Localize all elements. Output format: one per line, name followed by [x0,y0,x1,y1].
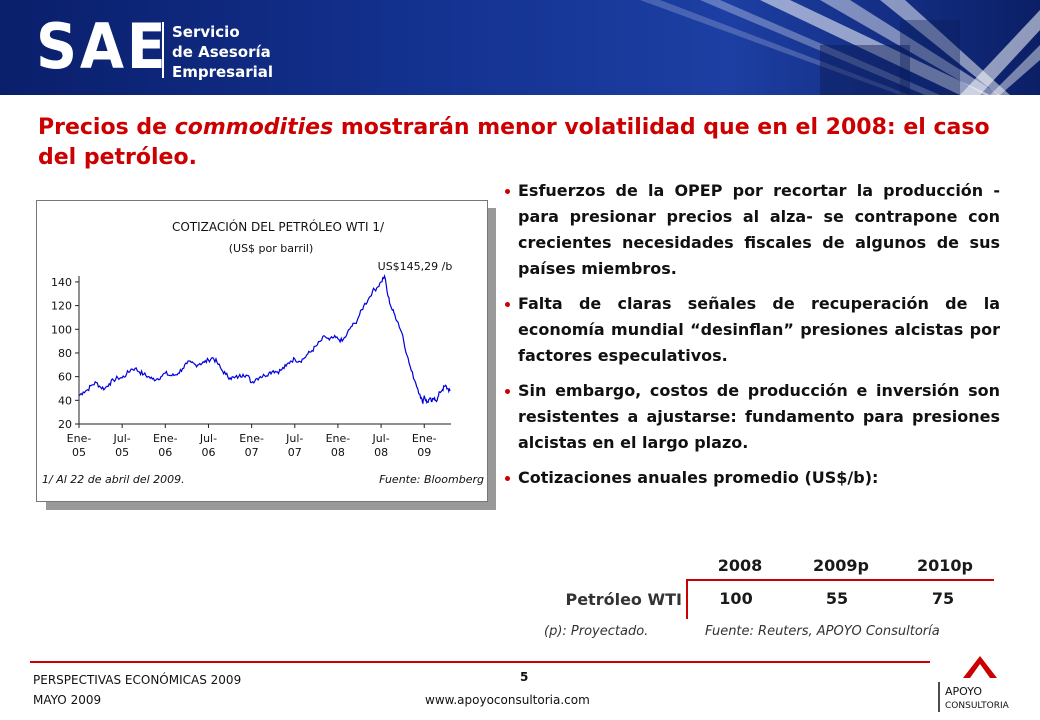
logo-divider [162,22,164,78]
header-banner: SAE Servicio de Asesoría Empresarial [0,0,1040,95]
table-value-2008: 100 [719,589,753,608]
x-tick-label: Ene- [412,432,437,445]
logo-subtitle: Servicio de Asesoría Empresarial [172,22,273,82]
bullet-item: Esfuerzos de la OPEP por recortar la pro… [505,178,1000,282]
footer-report-title: PERSPECTIVAS ECONÓMICAS 2009 [33,673,242,687]
table-left-rule [686,579,688,619]
title-part2: mostrarán menor volatilidad que en el 20… [38,115,990,170]
x-tick-label-year: 07 [288,446,302,459]
chart-peak-label: US$145,29 /b [378,260,453,273]
logo-subtitle-line: Empresarial [172,63,274,81]
x-tick-label-year: 05 [115,446,129,459]
chart-footnote: 1/ Al 22 de abril del 2009. [42,473,185,486]
header-rays-graphic [640,0,1040,95]
table-header-2008: 2008 [717,556,763,575]
apoyo-logo-triangle-inner-icon [970,664,990,678]
apoyo-logo: APOYO CONSULTORIA [938,656,1010,712]
x-tick-label-year: 05 [72,446,86,459]
x-tick-label: Jul- [285,432,303,445]
footer-rule [30,661,930,663]
y-tick-label: 80 [58,347,72,360]
table-header-2009p: 2009p [813,556,869,575]
logo-subtitle-line: de Asesoría [172,43,271,61]
sae-logo: SAE [36,10,169,83]
x-tick-label: Ene- [239,432,264,445]
slide-title: Precios de commodities mostrarán menor v… [38,113,1018,173]
chart-title: COTIZACIÓN DEL PETRÓLEO WTI 1/ [172,219,385,234]
table-note-projected: (p): Proyectado. [544,624,649,639]
apoyo-logo-subtext: CONSULTORIA [945,701,1010,711]
logo-subtitle-line: Servicio [172,23,240,41]
bullet-text: Cotizaciones anuales promedio (US$/b): [518,468,879,487]
y-tick-label: 140 [51,276,72,289]
table-row-label: Petróleo WTI [565,590,682,609]
bullet-text: Sin embargo, costos de producción e inve… [518,381,1000,452]
bullet-text: Falta de claras señales de recuperación … [518,294,1000,365]
chart-axes: 20406080100120140Ene-05Jul-05Ene-06Jul-0… [51,276,451,459]
x-tick-label: Jul- [113,432,131,445]
table-value-2010p: 75 [931,589,955,608]
x-tick-label-year: 06 [158,446,172,459]
bullet-item: Sin embargo, costos de producción e inve… [505,378,1000,456]
chart-series [78,273,451,405]
table-value-2009p: 55 [825,589,849,608]
y-tick-label: 20 [58,418,72,431]
bullet-list: Esfuerzos de la OPEP por recortar la pro… [505,178,1000,500]
footer-left: PERSPECTIVAS ECONÓMICAS 2009 MAYO 2009 [33,670,241,710]
bullet-dot-icon [505,389,510,394]
chart-source: Fuente: Bloomberg [379,473,484,486]
y-tick-label: 40 [58,394,72,407]
title-part1: Precios de [38,115,175,140]
y-tick-label: 60 [58,371,72,384]
footer-date: MAYO 2009 [33,693,102,707]
bullet-text: Esfuerzos de la OPEP por recortar la pro… [518,181,1000,278]
apoyo-logo-text: APOYO [945,685,982,698]
bullet-dot-icon [505,476,510,481]
x-tick-label: Ene- [153,432,178,445]
x-tick-label: Ene- [326,432,351,445]
y-tick-label: 100 [51,323,72,336]
x-tick-label-year: 06 [201,446,215,459]
x-tick-label: Jul- [371,432,389,445]
bullet-item: Falta de claras señales de recuperación … [505,291,1000,369]
chart-svg: COTIZACIÓN DEL PETRÓLEO WTI 1/ (US$ por … [42,219,484,486]
x-tick-label-year: 08 [374,446,388,459]
x-tick-label-year: 09 [417,446,431,459]
bullet-dot-icon [505,302,510,307]
x-tick-label: Jul- [199,432,217,445]
series-line [78,273,451,405]
footer-url[interactable]: www.apoyoconsultoria.com [425,693,590,707]
chart-subtitle: (US$ por barril) [229,242,314,255]
bullet-dot-icon [505,189,510,194]
page-number: 5 [520,670,529,684]
bullet-item: Cotizaciones anuales promedio (US$/b): [505,465,1000,491]
oil-price-chart: COTIZACIÓN DEL PETRÓLEO WTI 1/ (US$ por … [36,200,488,502]
title-emphasis: commodities [174,115,334,140]
table-note-source: Fuente: Reuters, APOYO Consultoría [705,624,940,639]
x-tick-label-year: 08 [331,446,345,459]
x-tick-label-year: 07 [245,446,259,459]
y-tick-label: 120 [51,300,72,313]
x-tick-label: Ene- [67,432,92,445]
table-top-rule [688,579,994,581]
table-header-2010p: 2010p [917,556,973,575]
